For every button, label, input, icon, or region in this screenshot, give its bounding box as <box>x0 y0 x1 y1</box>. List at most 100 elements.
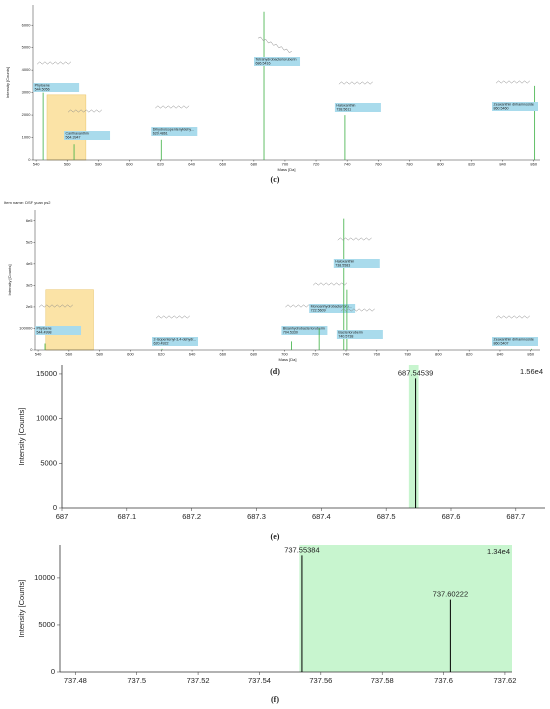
peak-name: Canthaxanthin <box>66 132 89 136</box>
x-tick-label: 540 <box>35 352 42 357</box>
x-tick-label: 737.56 <box>309 676 332 685</box>
peak-label-box <box>33 83 80 92</box>
x-tick-label: 687.1 <box>117 512 136 521</box>
x-tick-label: 740 <box>344 162 351 167</box>
peak-name: Bisanhydrobacterioruberin <box>283 327 325 331</box>
peak-mass: 740.5738 <box>338 335 353 339</box>
x-tick-label: 820 <box>468 162 475 167</box>
peak-name: Phytoene <box>37 327 52 331</box>
peak-mass: 686.5416 <box>256 62 271 66</box>
x-tick-label: 687.5 <box>377 512 396 521</box>
peak-name: Monoanhydrobacterioru... <box>311 305 352 309</box>
caption: (f) <box>271 695 279 704</box>
peak-name: Dihydroisopentenyldehy... <box>153 128 194 132</box>
y-axis-title: Intensity [Counts] <box>17 408 26 466</box>
y-tick-label: 0 <box>28 157 31 162</box>
x-tick-label: 700 <box>281 352 288 357</box>
y-axis-title: Intensity [Counts] <box>17 580 26 638</box>
x-tick-label: 580 <box>96 352 103 357</box>
y-tick-label: 10000 <box>36 414 57 423</box>
structure <box>338 81 373 85</box>
highlight <box>299 545 512 672</box>
y-tick-label: 10000 <box>34 573 55 582</box>
x-tick-label: 740 <box>343 352 350 357</box>
structure <box>337 237 372 241</box>
x-tick-label: 737.6 <box>434 676 453 685</box>
x-tick-label: 737.5 <box>127 676 146 685</box>
peak-mass: 544.5056 <box>35 88 50 92</box>
x-tick-label: 780 <box>404 352 411 357</box>
y-tick-label: 0 <box>30 347 33 352</box>
peak-mass-label: 687.54539 <box>398 368 433 377</box>
y-tick-label: 100000 <box>19 326 33 331</box>
caption: (e) <box>271 532 280 541</box>
peak-label-box <box>336 330 383 339</box>
peak-label-box <box>492 102 538 111</box>
structure <box>38 304 73 308</box>
y-tick-label: 6000 <box>22 22 32 27</box>
peak-mass: 722.5609 <box>311 309 326 313</box>
peak-mass: 544.4998 <box>37 331 52 335</box>
peak-mass: 704.5330 <box>283 331 298 335</box>
peak-mass-label: 737.55384 <box>284 545 319 554</box>
x-tick-label: 687.3 <box>247 512 266 521</box>
x-tick-label: 687.6 <box>442 512 461 521</box>
y-tick-label: 0 <box>51 667 55 676</box>
peak-mass: 738.5611 <box>336 108 351 112</box>
x-tick-label: 687.7 <box>506 512 525 521</box>
x-tick-label: 720 <box>313 162 320 167</box>
peak-name: Zeaxanthin dirhamnoside <box>494 338 534 342</box>
structure <box>495 80 530 84</box>
x-tick-label: 737.58 <box>371 676 394 685</box>
x-tick-label: 840 <box>499 162 506 167</box>
peak-label-box <box>152 337 199 346</box>
peak-label-box <box>334 103 381 112</box>
y-tick-label: 0 <box>53 503 57 512</box>
structure <box>340 308 375 312</box>
x-tick-label: 660 <box>219 352 226 357</box>
peak-name: Haloxanthin <box>335 260 354 264</box>
x-tick-label: 860 <box>527 352 534 357</box>
y-tick-label: 4e5 <box>26 261 33 266</box>
y-tick-label: 5000 <box>38 620 55 629</box>
y-tick-label: 2000 <box>22 112 32 117</box>
x-tick-label: 737.48 <box>64 676 87 685</box>
y-tick-label: 5000 <box>22 45 32 50</box>
x-tick-label: 687.4 <box>312 512 331 521</box>
x-tick-label: 640 <box>188 162 195 167</box>
x-tick-label: 540 <box>33 162 40 167</box>
peak-name: 2-Isopentenyl-3,4-dehydr... <box>154 338 197 342</box>
peak-mass: 620.4861 <box>153 132 168 136</box>
x-tick-label: 600 <box>126 162 133 167</box>
x-tick-label: 660 <box>219 162 226 167</box>
x-tick-label: 620 <box>158 352 165 357</box>
highlight <box>408 365 419 508</box>
highlight <box>45 289 94 351</box>
x-tick-label: 687 <box>56 512 69 521</box>
y-tick-label: 2e5 <box>26 304 33 309</box>
structure <box>312 282 348 286</box>
peak-label-box <box>64 131 111 140</box>
x-tick-label: 737.62 <box>493 676 516 685</box>
max-intensity: 1.34e4 <box>487 547 510 556</box>
x-tick-label: 680 <box>250 162 257 167</box>
x-tick-label: 800 <box>437 162 444 167</box>
peak-name: Phytoene <box>35 84 50 88</box>
subtitle: Item name: DSF yuan ps2 <box>4 200 51 205</box>
peak-label-box <box>151 127 198 136</box>
caption: (d) <box>270 367 280 376</box>
peak-mass: 860.5460 <box>494 107 509 111</box>
y-tick-label: 15000 <box>36 369 57 378</box>
structure <box>67 109 103 113</box>
y-tick-label: 3000 <box>22 90 32 95</box>
x-tick-label: 560 <box>64 162 71 167</box>
x-tick-label: 760 <box>373 352 380 357</box>
y-axis-title: Intensity [Counts] <box>7 265 12 296</box>
structure <box>155 105 190 109</box>
y-tick-label: 6e5 <box>26 218 33 223</box>
peak-label-box <box>333 259 380 268</box>
x-axis-title: Mass [Da] <box>278 357 296 362</box>
y-tick-label: 5e5 <box>26 239 33 244</box>
y-tick-label: 3e5 <box>26 282 33 287</box>
